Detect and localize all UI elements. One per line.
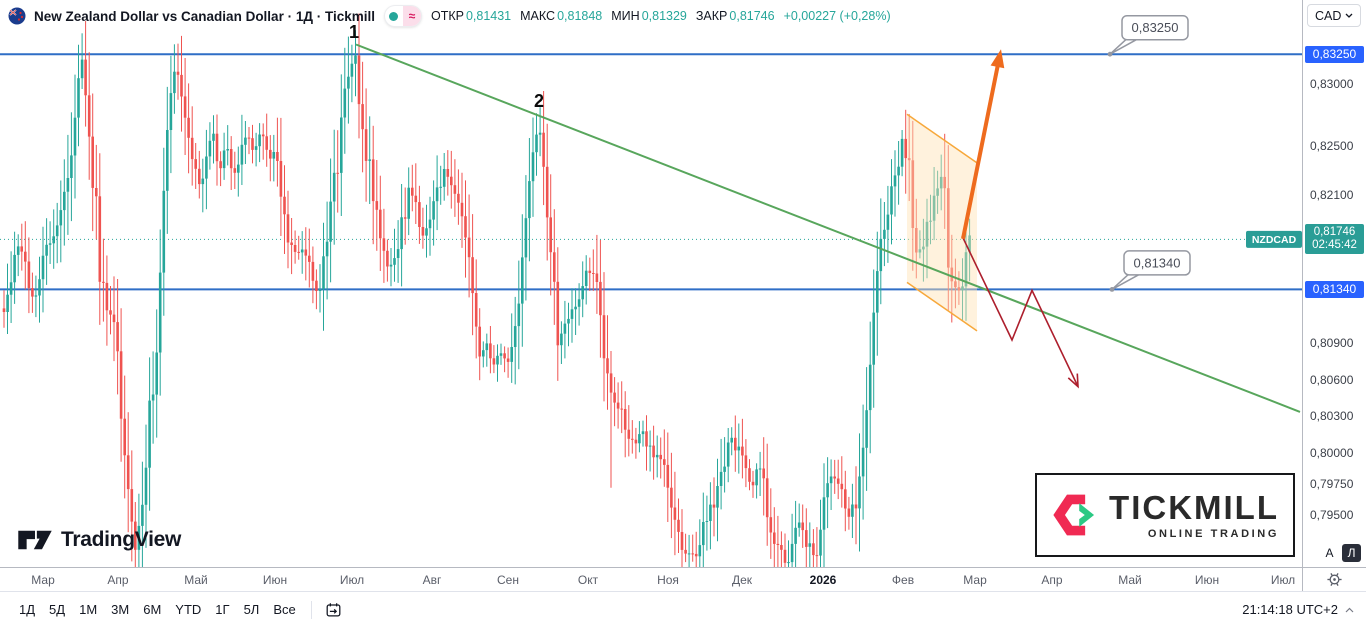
calendar-icon (326, 602, 341, 616)
time-tick: Июн (1194, 573, 1220, 587)
high-value: МАКС 0,81848 (520, 9, 603, 23)
tickmill-mark-icon (1053, 494, 1095, 536)
clock-text: 21:14:18 UTC+2 (1242, 602, 1338, 617)
svg-text:NZDCAD: NZDCAD (1252, 234, 1297, 246)
close-value: ЗАКР 0,81746 (695, 9, 775, 23)
range-button-5d[interactable]: 5Д (49, 602, 66, 617)
toolbar-divider (310, 600, 312, 619)
chart-header: New Zealand Dollar vs Canadian Dollar · … (8, 6, 891, 26)
market-status-pill[interactable]: ≈ (384, 6, 421, 26)
last-price-badge: 0,81746 02:45:42 (1305, 224, 1364, 255)
currency-label: CAD (1315, 8, 1342, 23)
range-button-5y[interactable]: 5Л (243, 602, 260, 617)
price-tick: 0,83000 (1310, 76, 1354, 91)
price-tick: 0,82100 (1310, 187, 1354, 202)
time-tick: Мар (963, 573, 987, 587)
change-value: +0,00227 (+0,28%) (783, 9, 891, 23)
price-tick: 0,80600 (1310, 372, 1354, 387)
chart-plot-area[interactable]: 1 2 0,83250 0,81340 NZDCAD New Zealand Dolla… (0, 0, 1302, 567)
price-tick: 0,82500 (1310, 138, 1354, 153)
level-price-badge: 0,81340 (1305, 280, 1364, 298)
tradingview-logo-text: TradingView (61, 528, 182, 551)
currency-dropdown[interactable]: CAD (1307, 4, 1361, 27)
time-tick: 2026 (809, 573, 837, 587)
tickmill-logo-box: TICKMILL ONLINE TRADING (1035, 473, 1295, 557)
chevron-down-icon (1345, 13, 1353, 18)
chevron-up-icon (1345, 607, 1354, 612)
axis-settings-corner[interactable] (1302, 567, 1366, 591)
bear-flag-channel-line-0[interactable] (906, 113, 978, 164)
tickmill-logo-subtitle: ONLINE TRADING (1147, 527, 1279, 540)
time-tick: Апр (1041, 573, 1063, 587)
price-tick: 0,80900 (1310, 335, 1354, 350)
gear-icon (1327, 573, 1342, 586)
descending-trendline[interactable] (355, 43, 1301, 413)
range-button-1y[interactable]: 1Г (215, 602, 230, 617)
range-button-all[interactable]: Все (273, 602, 296, 617)
time-tick: Мар (31, 573, 55, 587)
tradingview-mark-icon (18, 530, 52, 550)
auto-scale-button[interactable]: А (1320, 544, 1339, 562)
range-button-3m[interactable]: 3М (111, 602, 130, 617)
price-tick: 0,79500 (1310, 508, 1354, 522)
bear-flag-channel-fill[interactable] (907, 114, 977, 331)
time-tick: Дек (731, 573, 753, 587)
time-tick: Май (1118, 573, 1142, 587)
svg-text:0,81340: 0,81340 (1134, 255, 1181, 270)
bearish-zigzag-arrow[interactable] (961, 235, 1079, 387)
bear-flag-channel-line-1[interactable] (906, 281, 978, 332)
go-to-date-button[interactable] (320, 599, 347, 621)
time-tick: Апр (107, 573, 129, 587)
log-scale-button[interactable]: Л (1342, 544, 1361, 562)
approx-icon: ≈ (402, 6, 421, 26)
tickmill-logo-text: TICKMILL (1109, 488, 1279, 526)
bullish-arrow[interactable] (961, 58, 1001, 240)
range-button-1d[interactable]: 1Д (19, 602, 36, 617)
candles-layer[interactable] (2, 13, 971, 568)
time-axis[interactable]: Мар Апр Май Июн Июл Авг Сен Окт Ноя Дек 2026 Фев Мар… (0, 567, 1302, 591)
time-tick: Май (184, 573, 208, 587)
chart-title[interactable]: New Zealand Dollar vs Canadian Dollar · … (34, 8, 375, 24)
time-tick: Июл (1270, 573, 1296, 587)
time-tick: Июн (262, 573, 288, 587)
time-tick: Ноя (657, 573, 679, 587)
level-price-badge: 0,83250 (1305, 45, 1364, 63)
price-tick: 0,80300 (1310, 409, 1354, 424)
ohlc-values: ОТКР 0,81431 МАКС 0,81848 МИН 0,81329 ЗАКР 0… (431, 9, 891, 23)
wave-label-1[interactable]: 1 (349, 22, 359, 42)
candlestick-chart[interactable]: 1 2 0,83250 0,81340 NZDCAD (0, 0, 1302, 567)
svg-text:0,83250: 0,83250 (1132, 20, 1179, 35)
new-zealand-flag-icon (8, 7, 26, 25)
bottom-toolbar: 1Д 5Д 1М 3М 6М YTD 1Г 5Л Все 21:14:18 UT… (0, 591, 1366, 627)
time-tick: Сен (497, 573, 519, 587)
time-tick: Июл (339, 573, 365, 587)
price-tick: 0,80000 (1310, 446, 1354, 461)
price-axis[interactable]: CAD А Л 0,83000 0,82500 0,82100 0,80900 0,80… (1302, 0, 1366, 567)
symbol-price-tag: NZDCAD (1246, 230, 1302, 248)
price-callout-0[interactable]: 0,83250 (1107, 14, 1189, 57)
time-tick: Авг (422, 573, 442, 587)
time-tick: Фев (891, 573, 915, 587)
range-button-6m[interactable]: 6М (143, 602, 162, 617)
clock-area[interactable]: 21:14:18 UTC+2 (1242, 602, 1354, 617)
low-value: МИН 0,81329 (611, 9, 687, 23)
range-button-ytd[interactable]: YTD (175, 602, 202, 617)
price-callout-1[interactable]: 0,81340 (1109, 250, 1191, 292)
price-tick: 0,79750 (1310, 477, 1354, 492)
range-button-1m[interactable]: 1М (79, 602, 98, 617)
time-tick: Окт (577, 573, 599, 587)
open-value: ОТКР 0,81431 (430, 9, 512, 23)
wave-label-2[interactable]: 2 (534, 91, 544, 111)
market-open-dot-icon (385, 6, 403, 26)
tradingview-logo[interactable]: TradingView (16, 527, 181, 553)
